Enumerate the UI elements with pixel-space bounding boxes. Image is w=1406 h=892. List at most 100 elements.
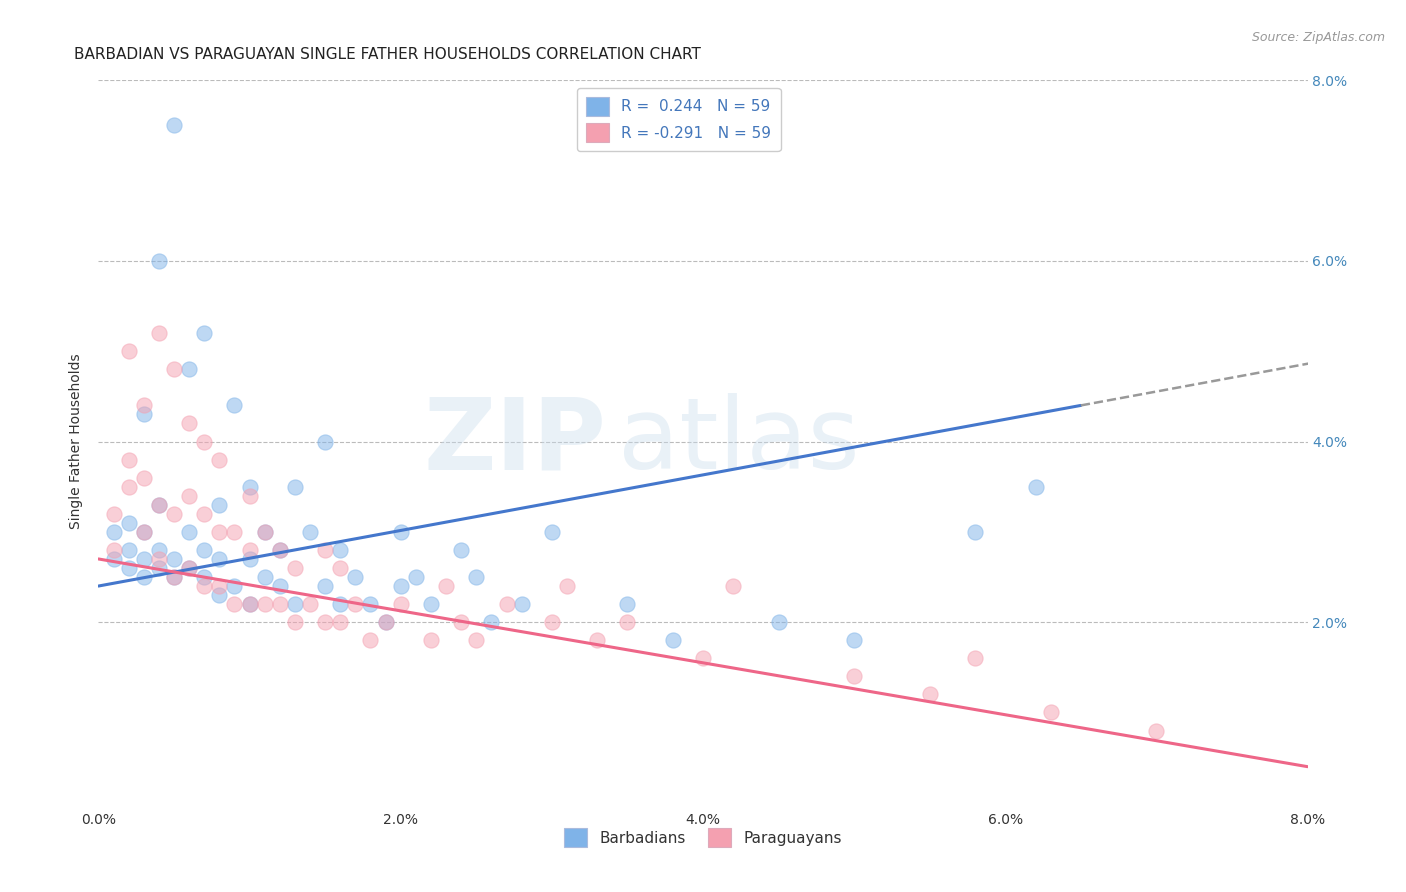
Point (103, 507, 125, 521)
Point (148, 498, 170, 512)
Point (314, 579, 336, 593)
Point (965, 524, 987, 539)
Point (163, 362, 186, 376)
Point (344, 597, 367, 611)
Text: atlas: atlas (619, 393, 860, 490)
Point (163, 570, 186, 584)
Point (269, 542, 291, 557)
Point (239, 480, 262, 494)
Point (374, 615, 396, 630)
Point (193, 570, 215, 584)
Point (163, 552, 186, 566)
Point (495, 597, 517, 611)
Point (208, 588, 231, 602)
Point (179, 362, 201, 376)
Point (132, 398, 155, 412)
Point (434, 579, 457, 593)
Text: BARBADIAN VS PARAGUAYAN SINGLE FATHER HOUSEHOLDS CORRELATION CHART: BARBADIAN VS PARAGUAYAN SINGLE FATHER HO… (75, 47, 702, 62)
Point (389, 597, 412, 611)
Point (329, 542, 352, 557)
Point (450, 542, 472, 557)
Point (118, 344, 141, 359)
Point (118, 516, 141, 530)
Point (208, 579, 231, 593)
Point (148, 498, 170, 512)
Point (163, 119, 186, 133)
Point (239, 489, 262, 503)
Point (208, 552, 231, 566)
Point (965, 651, 987, 665)
Point (132, 570, 155, 584)
Point (193, 434, 215, 449)
Point (148, 326, 170, 340)
Point (224, 398, 246, 412)
Point (540, 615, 562, 630)
Point (269, 579, 291, 593)
Point (239, 552, 262, 566)
Point (768, 615, 790, 630)
Point (465, 570, 488, 584)
Point (844, 669, 866, 683)
Point (179, 561, 201, 575)
Point (692, 651, 714, 665)
Point (420, 633, 443, 648)
Point (329, 597, 352, 611)
Text: Source: ZipAtlas.com: Source: ZipAtlas.com (1251, 31, 1385, 45)
Point (314, 542, 336, 557)
Point (208, 452, 231, 467)
Point (118, 452, 141, 467)
Point (405, 570, 427, 584)
Point (329, 615, 352, 630)
Point (239, 597, 262, 611)
Point (918, 687, 941, 701)
Point (389, 524, 412, 539)
Point (103, 542, 125, 557)
Point (269, 542, 291, 557)
Point (163, 570, 186, 584)
Point (616, 615, 638, 630)
Point (103, 524, 125, 539)
Point (314, 434, 336, 449)
Point (132, 408, 155, 422)
Point (253, 524, 276, 539)
Point (465, 633, 488, 648)
Point (299, 524, 322, 539)
Point (329, 561, 352, 575)
Point (723, 579, 745, 593)
Point (284, 561, 307, 575)
Point (844, 633, 866, 648)
Point (118, 480, 141, 494)
Point (481, 615, 503, 630)
Point (253, 570, 276, 584)
Point (224, 597, 246, 611)
Point (586, 633, 609, 648)
Point (148, 253, 170, 268)
Y-axis label: Single Father Households: Single Father Households (69, 354, 83, 529)
Point (284, 597, 307, 611)
Point (540, 524, 562, 539)
Point (269, 597, 291, 611)
Point (1025, 480, 1047, 494)
Point (510, 597, 533, 611)
Point (314, 615, 336, 630)
Point (253, 597, 276, 611)
Point (420, 597, 443, 611)
Point (360, 633, 382, 648)
Point (193, 507, 215, 521)
Point (118, 542, 141, 557)
Point (1039, 706, 1062, 720)
Point (163, 507, 186, 521)
Point (253, 524, 276, 539)
Point (193, 579, 215, 593)
Point (103, 552, 125, 566)
Point (208, 524, 231, 539)
Point (344, 570, 367, 584)
Point (193, 326, 215, 340)
Point (450, 615, 472, 630)
Point (148, 552, 170, 566)
Point (239, 542, 262, 557)
Point (118, 561, 141, 575)
Point (299, 597, 322, 611)
Point (374, 615, 396, 630)
Point (179, 417, 201, 431)
